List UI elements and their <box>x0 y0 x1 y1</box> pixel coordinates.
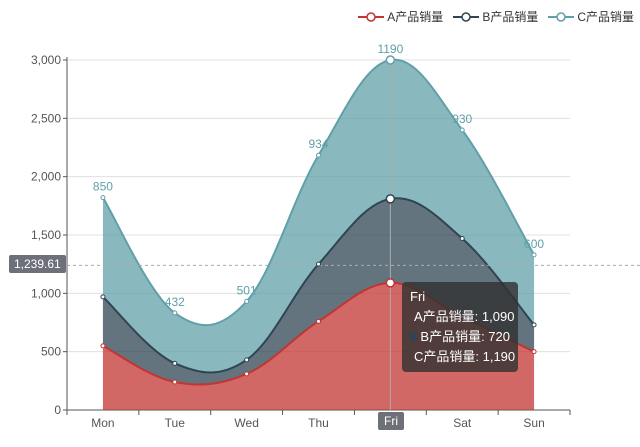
data-point <box>385 278 396 288</box>
data-point <box>244 298 250 304</box>
legend-label-b: B产品销量 <box>482 10 539 24</box>
data-point <box>531 322 537 328</box>
data-label: 501 <box>237 283 257 297</box>
data-point <box>172 379 178 385</box>
data-label: 432 <box>165 295 185 309</box>
data-label: 850 <box>93 180 113 194</box>
data-point <box>172 310 178 316</box>
tooltip-dot-b-icon <box>410 332 417 342</box>
data-point <box>244 357 250 363</box>
tooltip-row-c: C产品销量: 1,190 <box>410 347 515 367</box>
tooltip-row-b-text: B产品销量: 720 <box>420 329 510 344</box>
x-tick-label: Mon <box>91 416 114 430</box>
legend: A产品销量 B产品销量 C产品销量 <box>358 8 634 25</box>
x-tick-label: Sun <box>523 416 544 430</box>
y-tick-label: 500 <box>41 345 61 359</box>
tooltip-row-a-text: A产品销量: 1,090 <box>414 309 515 324</box>
y-tick-label: 2,500 <box>31 111 61 125</box>
data-point <box>100 195 106 201</box>
data-point <box>459 127 465 133</box>
x-tick-label: Tue <box>165 416 186 430</box>
data-point <box>531 252 537 258</box>
data-point <box>172 360 178 366</box>
legend-item-b[interactable]: B产品销量 <box>453 8 538 25</box>
crosshair-x-label: Fri <box>378 412 404 430</box>
data-point <box>100 343 106 349</box>
data-label: 600 <box>524 237 544 251</box>
data-point <box>316 261 321 267</box>
tooltip-row-a: A产品销量: 1,090 <box>410 307 514 327</box>
data-point <box>385 194 396 204</box>
data-point <box>244 371 250 377</box>
data-point <box>316 318 321 324</box>
data-point <box>459 236 465 241</box>
legend-label-c: C产品销量 <box>577 10 634 24</box>
legend-marker-b-icon <box>453 11 480 22</box>
y-tick-label: 2,000 <box>31 170 61 184</box>
legend-marker-c-icon <box>548 11 575 22</box>
legend-item-c[interactable]: C产品销量 <box>548 8 634 25</box>
tooltip: Fri A产品销量: 1,090 B产品销量: 720 C产品销量: 1,190 <box>402 282 518 372</box>
crosshair-y-label: 1,239.61 <box>9 255 66 273</box>
data-label: 1190 <box>377 42 403 56</box>
area-1 <box>102 198 535 385</box>
x-tick-label: Sat <box>453 416 472 430</box>
x-tick-label: Thu <box>308 416 329 430</box>
legend-item-a[interactable]: A产品销量 <box>358 8 443 25</box>
y-tick-label: 3,000 <box>31 53 61 67</box>
y-tick-label: 1,500 <box>31 228 61 242</box>
tooltip-row-b: B产品销量: 720 <box>410 327 510 347</box>
x-tick-label: Wed <box>234 416 258 430</box>
data-point <box>385 55 396 65</box>
data-point <box>316 152 321 158</box>
legend-label-a: A产品销量 <box>387 10 444 24</box>
area-2 <box>102 59 535 373</box>
tooltip-title: Fri <box>410 289 426 304</box>
data-point <box>100 294 106 300</box>
y-tick-label: 1,000 <box>31 286 61 300</box>
data-label: 934 <box>308 137 328 151</box>
legend-marker-a-icon <box>358 11 385 22</box>
data-point <box>531 349 537 355</box>
tooltip-row-c-text: C产品销量: 1,190 <box>414 349 516 364</box>
y-tick-label: 0 <box>54 403 61 417</box>
data-label: 930 <box>452 112 472 126</box>
